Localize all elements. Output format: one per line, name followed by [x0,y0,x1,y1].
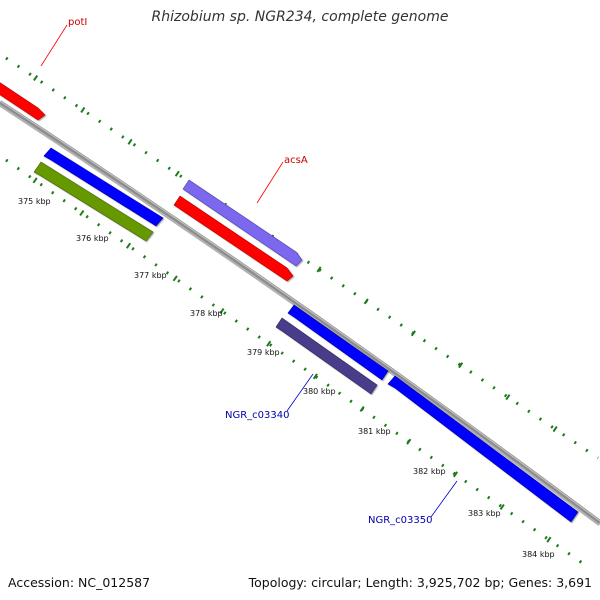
gene-arrow-potI[interactable] [0,80,46,121]
major-tick-inner [406,438,412,445]
gene-label-leaders [40,24,458,518]
tick-label: 378 kbp [190,309,223,318]
tick-label: 382 kbp [413,467,446,476]
major-tick-outer [552,425,558,433]
major-tick-inner [312,373,318,380]
tick-label: 384 kbp [522,550,555,559]
accession-text: Accession: NC_012587 [8,575,151,590]
tick-row-inner [5,158,589,569]
tick-label: 376 kbp [76,234,109,243]
major-tick-inner [266,340,272,347]
major-tick-outer [316,266,322,273]
major-tick-outer [80,106,86,113]
gene-label-acsA[interactable]: acsA [284,155,308,166]
gene-arrow-NGR_c03350[interactable] [387,375,579,523]
major-tick-inner [219,307,225,315]
tick-label: 383 kbp [468,509,501,518]
leader-NGR_c03350 [430,480,458,518]
leader-acsA [256,161,284,204]
map-title: Rhizobium sp. NGR234, complete genome [151,9,449,25]
major-tick-outer [458,362,464,369]
major-tick-outer [363,298,369,305]
tick-label: 380 kbp [303,387,336,396]
tick-label: 375 kbp [18,197,51,206]
major-tick-outer [127,138,133,145]
gene-arrow-blue-2[interactable] [287,304,389,381]
major-tick-inner [499,503,505,511]
major-tick-outer [505,394,511,401]
major-tick-inner [32,177,38,184]
gene-label-potI[interactable]: potI [68,17,87,28]
major-tick-inner [546,536,552,543]
gene-arrow-NGR_c03340[interactable] [275,317,378,395]
gene-arrow-acsA[interactable] [173,195,294,282]
major-tick-inner [452,471,459,478]
major-tick-outer [410,330,416,337]
tick-label: 377 kbp [134,271,167,280]
gene-label-NGR_c03350[interactable]: NGR_c03350 [368,515,433,526]
backbone-group [0,100,600,527]
gene-arrow-green-1[interactable] [33,161,154,242]
major-tick-inner [79,209,85,217]
tick-row-outer [5,56,599,460]
gene-label-NGR_c03340[interactable]: NGR_c03340 [225,410,290,421]
major-tick-inner [125,242,132,249]
major-ticks [32,74,558,543]
major-tick-inner [172,275,178,282]
tick-label: 381 kbp [358,427,391,436]
genome-summary-text: Topology: circular; Length: 3,925,702 bp… [248,575,592,590]
major-tick-outer [33,74,39,82]
gene-arrow-lavender-1[interactable] [182,179,303,267]
tick-labels: 375 kbp 376 kbp 377 kbp 378 kbp 379 kbp … [18,197,555,559]
tick-label: 379 kbp [247,348,280,357]
gene-labels: potI acsA NGR_c03340 NGR_c03350 [68,17,433,526]
genome-backbone [0,100,600,524]
leader-NGR_c03340 [286,373,314,412]
gene-features [0,80,579,523]
genome-backbone-highlight [0,100,600,522]
gene-arrow-blue-1[interactable] [43,147,164,227]
major-tick-outer [174,170,180,177]
major-tick-inner [359,405,365,413]
leader-potI [40,24,68,67]
